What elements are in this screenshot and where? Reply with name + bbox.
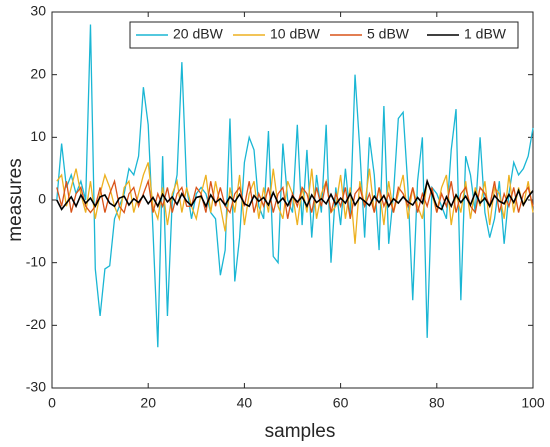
x-tick-label: 100 — [521, 395, 545, 411]
x-tick-label: 60 — [333, 395, 349, 411]
line-series — [56, 24, 534, 348]
line-series — [56, 178, 534, 211]
x-tick-label: 40 — [237, 395, 253, 411]
x-tick-label: 0 — [48, 395, 56, 411]
legend-label: 20 dBW — [173, 26, 224, 42]
legend-label: 1 dBW — [464, 26, 507, 42]
y-tick-label: -10 — [26, 253, 46, 269]
y-tick-label: 20 — [30, 65, 46, 81]
x-tick-label: 20 — [140, 395, 156, 411]
y-tick-label: 30 — [30, 3, 46, 19]
y-tick-label: -30 — [26, 379, 46, 395]
y-axis-label: measures — [5, 158, 26, 241]
legend-label: 5 dBW — [367, 26, 410, 42]
y-tick-label: -20 — [26, 316, 46, 332]
legend-label: 10 dBW — [270, 26, 321, 42]
x-tick-label: 80 — [429, 395, 445, 411]
x-axis-label: samples — [265, 421, 336, 442]
plot-area — [51, 11, 534, 389]
y-tick-label: 10 — [30, 128, 46, 144]
y-tick-label: 0 — [38, 191, 46, 207]
line-series — [56, 162, 534, 244]
